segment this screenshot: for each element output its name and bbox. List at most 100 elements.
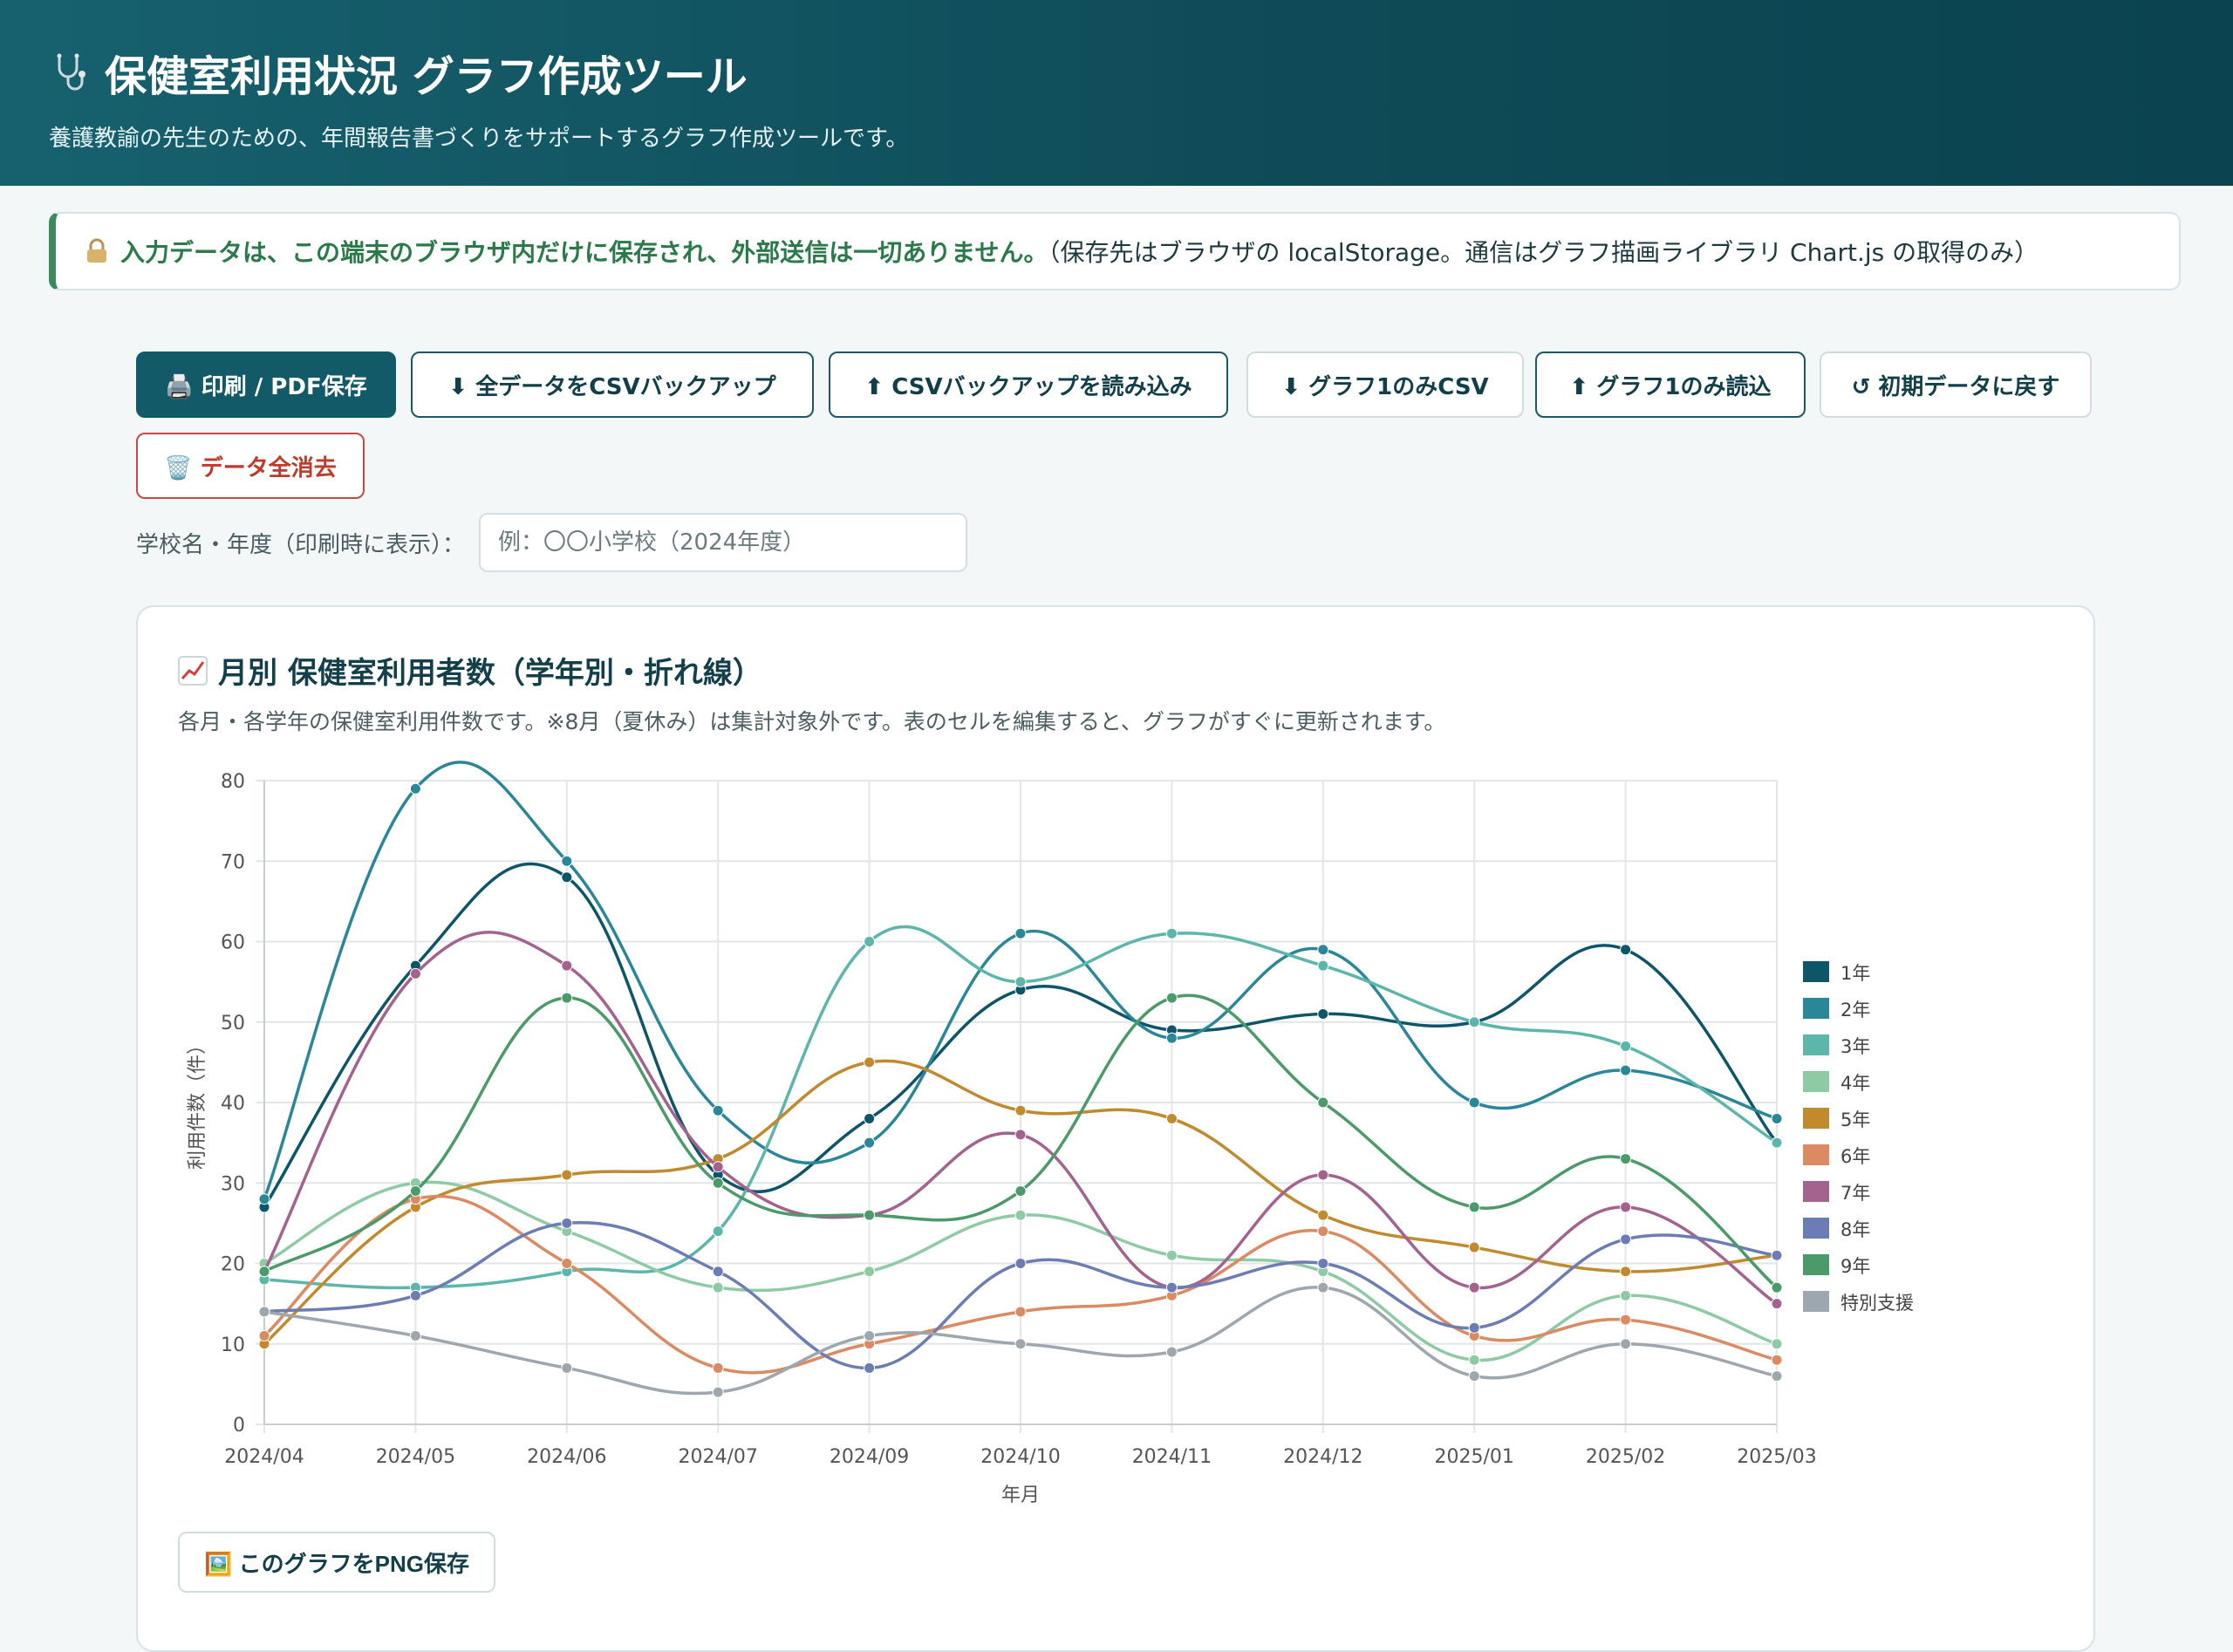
graph1-csv-button[interactable]: ⬇ グラフ1のみCSV <box>1246 352 1524 418</box>
data-point <box>1620 1233 1632 1246</box>
data-point <box>864 1330 876 1342</box>
privacy-notice-detail: （保存先はブラウザの localStorage。通信はグラフ描画ライブラリ Ch… <box>1048 238 2039 267</box>
privacy-notice-strong: 入力データは、この端末のブラウザ内だけに保存され、外部送信は一切ありません。 <box>120 238 1048 267</box>
legend-label: 4年 <box>1840 1073 1870 1094</box>
data-point <box>1771 1112 1783 1124</box>
data-point <box>1771 1249 1783 1261</box>
lock-icon <box>87 238 106 263</box>
data-point <box>1468 1096 1480 1109</box>
x-tick-label: 2024/07 <box>678 1446 757 1468</box>
y-tick-label: 0 <box>233 1415 245 1437</box>
legend-label: 6年 <box>1840 1146 1870 1167</box>
school-name-label: 学校名・年度（印刷時に表示）： <box>136 531 466 558</box>
x-axis-label: 年月 <box>1001 1485 1040 1506</box>
legend-label: 1年 <box>1840 963 1870 984</box>
series-line <box>263 1286 1778 1396</box>
data-point <box>561 959 573 972</box>
data-point <box>561 1217 573 1229</box>
data-point <box>864 1112 876 1124</box>
legend-label: 2年 <box>1840 1000 1870 1021</box>
legend-label: 7年 <box>1840 1183 1870 1204</box>
x-tick-label: 2025/01 <box>1434 1446 1513 1468</box>
data-point <box>1014 1338 1027 1350</box>
data-point <box>1468 1201 1480 1213</box>
data-point <box>1317 1008 1329 1021</box>
data-point <box>1620 1040 1632 1052</box>
page-subtitle: 養護教諭の先生のための、年間報告書づくりをサポートするグラフ作成ツールです。 <box>49 126 909 152</box>
legend-label: 8年 <box>1840 1219 1870 1240</box>
legend-swatch <box>1803 1291 1829 1312</box>
data-point <box>1165 1281 1178 1294</box>
data-point <box>1317 1169 1329 1181</box>
backup-all-csv-button[interactable]: ⬇ 全データをCSVバックアップ <box>411 352 814 418</box>
data-point <box>1165 1032 1178 1044</box>
chart-card: 月別 保健室利用者数（学年別・折れ線） 各月・各学年の保健室利用件数です。※8月… <box>136 605 2095 1652</box>
data-point <box>1620 1289 1632 1301</box>
data-point <box>1468 1354 1480 1366</box>
y-tick-label: 50 <box>221 1013 245 1034</box>
privacy-notice: 入力データは、この端末のブラウザ内だけに保存され、外部送信は一切ありません。（保… <box>49 212 2181 290</box>
page-title: 保健室利用状況 グラフ作成ツール <box>49 42 2184 103</box>
data-point <box>1771 1137 1783 1149</box>
data-point <box>561 1258 573 1269</box>
data-point <box>1620 944 1632 956</box>
print-button[interactable]: 🖨️ 印刷 / PDF保存 <box>136 352 396 418</box>
data-point <box>1620 1153 1632 1165</box>
x-tick-label: 2024/09 <box>830 1446 909 1468</box>
data-point <box>1468 1370 1480 1382</box>
series-line <box>263 862 1779 1208</box>
data-point <box>1468 1241 1480 1253</box>
chart-card-title-text: 月別 保健室利用者数（学年別・折れ線） <box>218 656 762 691</box>
series-line <box>263 925 1778 1290</box>
data-point <box>258 1266 270 1278</box>
stethoscope-icon <box>57 53 85 91</box>
data-point <box>1771 1354 1783 1366</box>
graph1-load-button[interactable]: ⬆ グラフ1のみ読込 <box>1535 352 1806 418</box>
y-axis-label: 利用件数（件） <box>187 1035 208 1170</box>
x-tick-label: 2024/12 <box>1283 1446 1362 1468</box>
data-point <box>864 1137 876 1149</box>
legend-swatch <box>1803 1181 1829 1202</box>
data-point <box>1317 944 1329 956</box>
legend-swatch <box>1803 1254 1829 1275</box>
data-point <box>409 1184 421 1197</box>
data-point <box>1468 1281 1480 1294</box>
data-point <box>409 967 421 980</box>
data-point <box>864 1362 876 1374</box>
data-point <box>712 1386 724 1398</box>
y-tick-label: 10 <box>221 1335 245 1356</box>
data-point <box>864 936 876 947</box>
clear-all-data-button[interactable]: 🗑️ データ全消去 <box>136 433 365 499</box>
data-point <box>1620 1266 1632 1278</box>
data-point <box>1771 1338 1783 1350</box>
data-point <box>1014 1104 1027 1116</box>
data-point <box>1317 1209 1329 1221</box>
data-point <box>1165 927 1178 939</box>
line-chart: 0 10 20 30 40 50 60 70 80 2024/04 2024/05 2024/06 20… <box>187 761 1914 1506</box>
app-header: 保健室利用状況 グラフ作成ツール 養護教諭の先生のための、年間報告書づくりをサポ… <box>0 0 2233 186</box>
data-point <box>1165 1249 1178 1261</box>
save-chart-png-button[interactable]: 🖼️ このグラフをPNG保存 <box>178 1532 495 1593</box>
reset-data-button[interactable]: ↺ 初期データに戻す <box>1820 352 2092 418</box>
data-point <box>561 992 573 1004</box>
data-point <box>409 782 421 795</box>
data-point <box>1165 1346 1178 1358</box>
data-point <box>1317 959 1329 972</box>
x-tick-label: 2024/05 <box>376 1446 455 1468</box>
data-point <box>1620 1201 1632 1213</box>
legend-swatch <box>1803 1034 1829 1055</box>
legend-swatch <box>1803 1144 1829 1165</box>
y-tick-label: 70 <box>221 851 245 873</box>
data-point <box>258 1306 270 1318</box>
data-point <box>1165 1112 1178 1124</box>
school-name-input[interactable] <box>479 513 968 572</box>
data-point <box>561 855 573 867</box>
data-point <box>561 871 573 884</box>
y-tick-label: 30 <box>221 1173 245 1195</box>
data-point <box>1771 1281 1783 1294</box>
data-point <box>864 1056 876 1068</box>
data-point <box>1771 1298 1783 1310</box>
data-point <box>1317 1281 1329 1294</box>
data-point <box>1014 1184 1027 1197</box>
load-csv-backup-button[interactable]: ⬆ CSVバックアップを読み込み <box>829 352 1228 418</box>
